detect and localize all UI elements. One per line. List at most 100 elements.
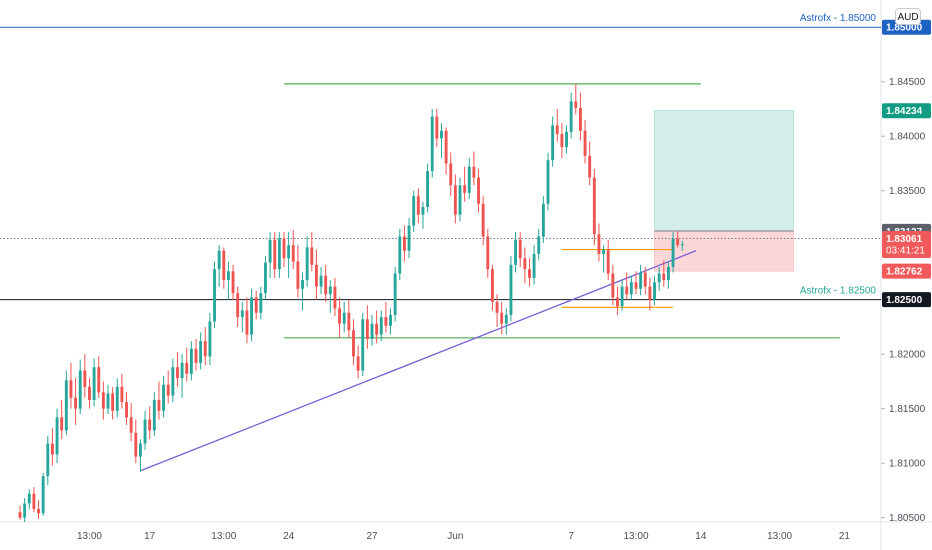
candle-body [310,247,314,265]
candle-body [296,261,300,289]
candle-body [560,134,564,148]
price-tag: 1.85000 [886,23,923,34]
x-tick-label: 21 [839,531,851,542]
candle-body [546,160,550,204]
candle-body [222,250,226,281]
candle-body [199,341,203,363]
candle-body [592,177,596,235]
x-tick-label: 27 [366,531,378,542]
candle-body [171,367,175,396]
candle-body [162,384,166,411]
candle-body [398,236,402,274]
candle-body [578,107,582,131]
x-tick-label: 13:00 [77,531,102,542]
candle-body [125,402,128,418]
candle-body [55,417,59,455]
candle-body [537,236,541,254]
price-tag-bg [882,292,931,308]
candle-body [500,312,504,324]
candle-body [134,432,138,457]
candle-body [129,417,133,433]
candle-body [676,238,680,246]
candle-body [384,317,388,326]
candle-body [194,348,198,363]
candle-body [583,130,587,156]
candle-body [92,367,96,400]
candle-body [347,312,351,331]
candle-body [208,321,212,357]
candle-body [264,262,267,294]
alert-label: Astrofx - 1.85000 [800,13,877,24]
countdown-timer: 03:41:21 [886,246,925,257]
candle-body [231,271,235,294]
candle-body [430,116,434,172]
candle-body [611,273,615,298]
price-tag: 1.84234 [886,106,923,117]
candle-body [282,238,286,259]
candle-body [148,419,152,431]
price-tag-bg [882,263,931,279]
position-loss-zone [654,230,794,272]
candle-body [342,312,346,324]
candle-body [467,166,471,193]
current-price-tag-bg [882,231,931,259]
candle-body [643,272,647,287]
price-tag: 1.82762 [886,267,923,278]
candle-body [157,399,161,411]
candle-body [514,239,518,265]
candle-body [680,244,684,246]
position-profit-zone [654,110,794,232]
x-tick-label: 13:00 [767,531,792,542]
candle-body [18,512,22,518]
candle-body [319,275,323,287]
candle-body [333,286,337,309]
candle-body [213,269,216,322]
candle-body [32,493,36,509]
candle-body [648,286,652,300]
y-tick-label: 1.80500 [889,513,926,524]
candle-body [565,131,568,148]
candle-body [389,314,392,326]
candle-body [250,297,254,335]
candle-body [662,273,666,281]
x-tick-label: 13:00 [623,531,648,542]
candle-body [37,508,40,514]
candle-body [407,225,411,251]
candle-body [101,392,105,409]
candle-body [574,101,578,108]
candle-body [338,308,342,324]
candle-body [532,253,536,278]
candle-body [435,116,439,139]
x-tick-label: 7 [568,531,574,542]
candle-body [277,238,281,270]
candle-body [111,393,115,411]
candle-body [27,493,31,504]
trendline [140,250,697,472]
candle-body [412,196,416,226]
candle-body [352,330,355,357]
candle-body [60,417,64,431]
candle-body [541,203,545,237]
candle-body [490,269,494,302]
y-tick-label: 1.81000 [889,459,926,470]
candle-body [138,443,142,457]
candle-body [152,399,156,431]
currency-badge[interactable]: AUD [895,8,921,25]
candle-body [83,370,87,387]
candle-body [115,386,119,411]
candle-body [495,301,499,313]
candle-body [379,317,383,335]
candle-body [602,249,606,254]
candle-body [176,367,179,379]
candle-body [555,125,559,135]
candle-body [365,319,369,339]
candle-body [458,185,462,215]
x-tick-label: 13:00 [211,531,236,542]
candle-body [551,125,555,161]
candle-body [657,273,661,283]
x-tick-label: 17 [144,531,156,542]
candle-body [305,247,309,281]
candle-body [569,101,573,132]
y-tick-label: 1.82000 [889,350,926,361]
